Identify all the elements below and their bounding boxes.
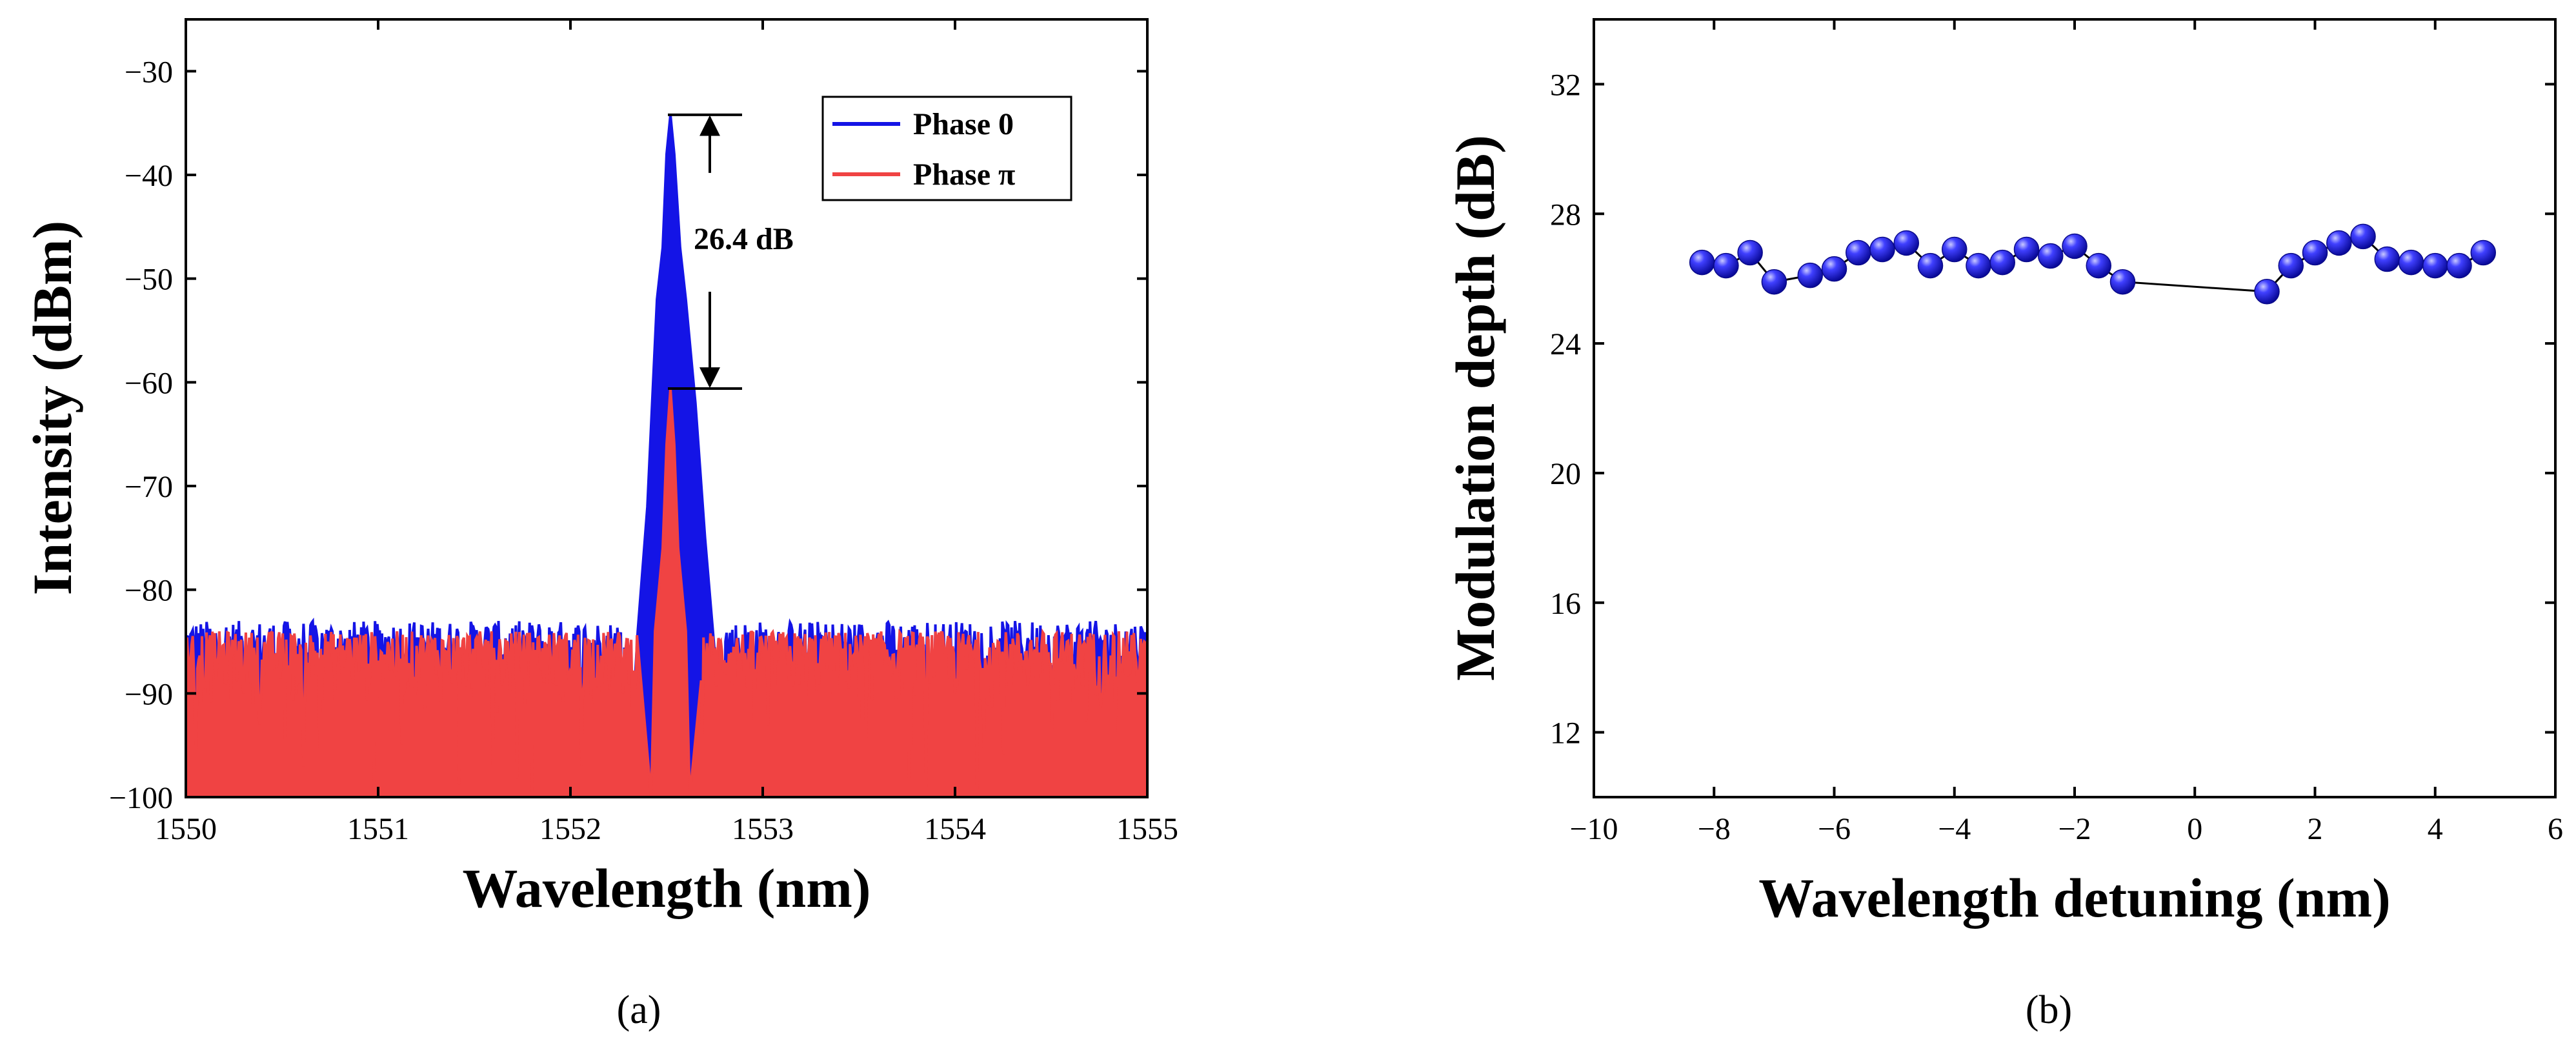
y-tick-label: 20 [1550,457,1581,491]
scatter-point [1821,256,1847,282]
y-tick-label: 32 [1550,68,1581,102]
modulation-depth-annotation: 26.4 dB [668,113,794,390]
y-tick-label: 12 [1550,716,1581,751]
scatter-point [1917,252,1944,279]
panel-a-ylabel: Intensity (dBm) [21,221,83,596]
x-tick-label: −2 [2058,812,2091,846]
scatter-point [2422,252,2448,279]
scatter-point [2350,223,2376,250]
phasepi-spectrum-line [186,388,1147,797]
y-tick-label: 28 [1550,198,1581,232]
x-tick-label: −6 [1818,812,1851,846]
scatter-point [1797,262,1823,289]
legend-box [821,96,1072,201]
panel-a-legend: Phase 0 Phase π [821,96,1072,201]
scatter-point [2278,252,2304,279]
scatter-point [1966,252,1991,279]
x-tick-label: −8 [1698,812,1731,846]
panel-b-caption: (b) [2026,988,2072,1032]
x-tick-label: 6 [2548,812,2563,846]
legend-label-phase0: Phase 0 [913,107,1014,141]
scatter-point [1942,236,1967,263]
scatter-point [2086,252,2111,279]
x-tick-label: 1553 [732,812,794,846]
x-tick-label: 2 [2308,812,2323,846]
y-tick-label: −100 [109,781,173,815]
scatter-point [1761,269,1787,295]
scatter-point [2398,249,2424,276]
y-tick-label: 24 [1550,327,1581,361]
panel-b-frame [1593,18,2557,798]
scatter-point [2109,269,2136,295]
scatter-point [1989,249,2015,276]
scatter-point [2254,279,2280,305]
scatter-point [2062,233,2088,259]
y-tick-label: −80 [125,574,173,608]
x-tick-label: 1552 [539,812,601,846]
panel-a-plot-area [186,114,1147,797]
scatter-point [2302,239,2328,266]
y-tick-label: −70 [125,470,173,504]
scatter-point [1893,230,1919,256]
scatter-point [1737,239,1763,266]
x-tick-label: 1555 [1116,812,1178,846]
scatter-point [1689,249,1715,276]
annotation-label: 26.4 dB [694,222,794,256]
y-tick-label: −60 [125,366,173,400]
legend-label-phasepi: Phase π [913,157,1015,192]
scatter-point [1713,252,1739,279]
scatter-point [2446,252,2472,279]
y-tick-label: −40 [125,159,173,193]
x-tick-label: 4 [2428,812,2443,846]
panel-a-xlabel: Wavelength (nm) [462,857,870,919]
scatter-point [1846,239,1871,266]
scatter-point [2374,246,2400,272]
scatter-point [2470,239,2496,266]
x-tick-label: 1554 [924,812,986,846]
scatter-point [2038,243,2064,269]
x-tick-label: 1550 [155,812,217,846]
panel-b-points [1689,223,2496,305]
y-tick-label: −50 [125,263,173,297]
scatter-point [1869,236,1895,263]
panel-a-frame [185,18,1149,798]
x-tick-label: 1551 [347,812,409,846]
x-tick-label: 0 [2187,812,2202,846]
scatter-point [2326,230,2352,256]
panel-b-xlabel: Wavelength detuning (nm) [1758,867,2391,929]
x-tick-label: −4 [1938,812,1971,846]
scatter-point [2013,236,2040,263]
panel-a-caption: (a) [617,988,661,1032]
y-tick-label: −30 [125,55,173,89]
y-tick-label: 16 [1550,587,1581,621]
panel-b-ylabel: Modulation depth (dB) [1444,135,1506,681]
panel-a-chart: 1550 1551 1552 1553 1554 1555 −100 −90 −80 −70 −6… [21,18,1178,1032]
y-tick-label: −90 [125,677,173,711]
x-tick-label: −10 [1569,812,1618,846]
